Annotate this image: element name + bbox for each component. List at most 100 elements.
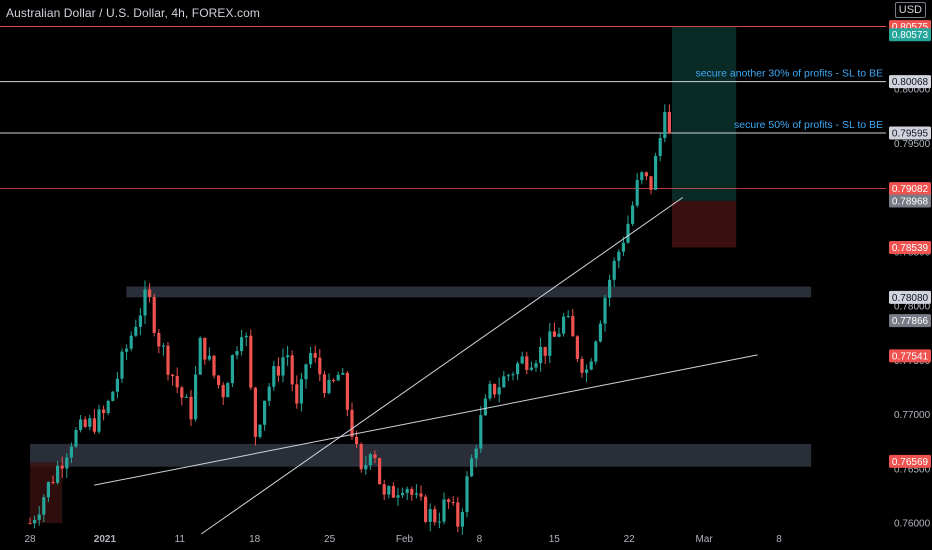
candle-down <box>60 465 64 469</box>
annotation-label: secure 50% of profits - SL to BE <box>734 119 883 131</box>
candle-up <box>594 341 598 362</box>
candle-up <box>46 482 50 498</box>
price-badge-text: 0.79082 <box>892 184 929 195</box>
candle-up <box>184 396 188 398</box>
candle-down <box>157 332 161 347</box>
candle-up <box>125 348 129 352</box>
candle-down <box>189 396 193 420</box>
candle-down <box>667 111 671 134</box>
price-badge: 0.80068 <box>889 75 931 89</box>
candle-up <box>161 345 165 347</box>
candle-up <box>244 335 248 338</box>
price-badge-text: 0.78539 <box>892 243 929 254</box>
candle-up <box>129 335 133 349</box>
candle-up <box>120 351 124 379</box>
candle-down <box>290 355 294 385</box>
candle-up <box>258 424 262 437</box>
price-badge-text: 0.80575 <box>892 22 929 33</box>
candle-up <box>488 383 492 399</box>
x-tick-label: 15 <box>549 534 561 545</box>
candle-up <box>603 297 607 324</box>
candle-up <box>341 372 345 375</box>
candle-up <box>470 458 474 477</box>
candle-down <box>359 444 363 470</box>
candle-down <box>175 376 179 388</box>
candle-down <box>102 409 106 414</box>
candle-down <box>203 337 207 360</box>
candle-up <box>562 316 566 334</box>
candle-up <box>442 499 446 522</box>
x-tick-label: 18 <box>249 534 261 545</box>
candle-down <box>148 289 152 298</box>
candle-down <box>166 345 170 375</box>
candle-up <box>387 486 391 495</box>
candle-up <box>263 400 267 425</box>
price-badge-bg <box>889 75 931 89</box>
price-badge-text: 0.79595 <box>892 128 929 139</box>
price-badge-text: 0.77541 <box>892 351 929 362</box>
candle-up <box>635 180 639 206</box>
candle-up <box>626 223 630 243</box>
candle-down <box>249 335 253 388</box>
candle-up <box>502 376 506 388</box>
candle-up <box>230 355 234 384</box>
candle-down <box>391 486 395 498</box>
price-badge-text: 0.80573 <box>892 30 929 41</box>
candle-down <box>332 379 336 381</box>
candle-up <box>497 387 501 395</box>
candle-up <box>437 521 441 523</box>
candle-up <box>115 378 119 392</box>
candle-up <box>143 289 147 316</box>
candle-up <box>42 497 46 515</box>
candle-up <box>97 409 101 432</box>
x-tick-label: 8 <box>477 534 483 545</box>
candle-up <box>516 363 520 375</box>
candle-down <box>552 331 556 337</box>
x-tick-label: Mar <box>695 534 713 545</box>
candle-up <box>631 205 635 224</box>
x-tick-label: 25 <box>324 534 336 545</box>
candle-down <box>28 523 32 525</box>
price-badge-text: 0.77866 <box>892 316 929 327</box>
currency-badge[interactable]: USD <box>894 2 926 18</box>
price-badge-bg <box>889 28 931 42</box>
candle-up <box>267 386 271 401</box>
candle-up <box>235 351 239 356</box>
candle-up <box>663 111 667 139</box>
price-badge: 0.78539 <box>889 241 931 255</box>
candle-down <box>318 357 322 375</box>
trendline <box>94 354 758 486</box>
price-badge-bg <box>889 454 931 468</box>
price-badge-bg <box>889 314 931 328</box>
price-badge-text: 0.78080 <box>892 293 929 304</box>
candle-up <box>414 493 418 495</box>
candle-up <box>654 155 658 190</box>
y-tick-label: 0.80000 <box>894 84 931 95</box>
candle-up <box>658 138 662 156</box>
zone-support <box>30 443 812 467</box>
candle-up <box>589 361 593 370</box>
candle-up <box>396 495 400 498</box>
candle-down <box>644 172 648 177</box>
candle-down <box>525 356 529 370</box>
price-badge-bg <box>889 126 931 140</box>
candle-up <box>621 242 625 252</box>
candle-up <box>281 357 285 376</box>
price-badge-bg <box>889 290 931 304</box>
candle-down <box>221 385 225 398</box>
price-badge: 0.78968 <box>889 194 931 208</box>
candle-up <box>529 367 533 370</box>
candle-up <box>33 519 37 524</box>
candle-down <box>313 353 317 358</box>
x-tick-label: 28 <box>24 534 36 545</box>
trendline <box>200 197 683 535</box>
candle-up <box>506 375 510 377</box>
candle-down <box>433 509 437 523</box>
candle-up <box>465 476 469 513</box>
candle-down <box>217 375 221 386</box>
candle-up <box>474 448 478 459</box>
candle-up <box>585 369 589 373</box>
candle-up <box>511 374 515 376</box>
